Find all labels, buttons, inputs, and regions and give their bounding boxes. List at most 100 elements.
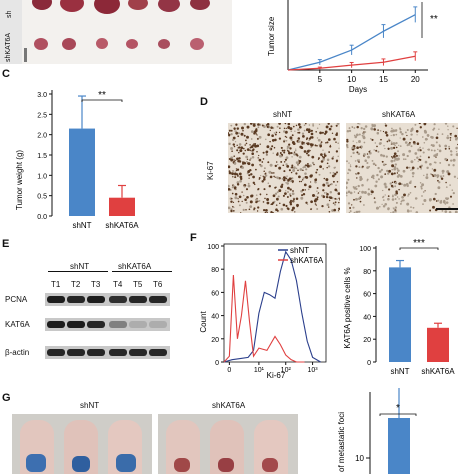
ihc-cell	[273, 146, 276, 149]
ihc-cell	[447, 163, 451, 167]
ihc-cell	[266, 198, 270, 201]
ihc-cell	[252, 148, 255, 151]
ihc-cell	[421, 136, 424, 138]
ihc-cell	[252, 181, 255, 184]
ihc-cell	[279, 152, 282, 154]
ihc-cell	[280, 146, 283, 149]
ihc-cell	[309, 181, 312, 183]
ihc-cell	[308, 124, 311, 126]
ihc-cell	[322, 156, 326, 159]
bar-shNT	[69, 128, 95, 216]
ihc-cell	[258, 177, 261, 179]
ihc-cell	[280, 160, 283, 163]
ihc-cell	[364, 159, 367, 162]
blot-band-PCNA-T2	[67, 296, 85, 303]
ihc-cell	[300, 146, 304, 150]
ihc-cell	[391, 195, 394, 198]
ihc-cell	[319, 142, 323, 146]
ihc-cell	[273, 200, 276, 203]
ihc-cell	[424, 160, 428, 164]
ihc-cell	[453, 175, 457, 178]
ihc-cell	[243, 123, 246, 126]
ihc-cell	[410, 145, 413, 148]
ihc-cell	[384, 123, 386, 125]
ihc-cell	[239, 177, 243, 181]
panel-g-label: G	[2, 392, 11, 404]
ihc-cell	[336, 132, 338, 135]
ihc-cell	[366, 161, 369, 165]
legend-shkat6a: shKAT6A	[290, 256, 324, 265]
ihc-cell	[402, 169, 406, 173]
ihc-cell	[362, 132, 365, 135]
ihc-cell	[366, 153, 369, 155]
ihc-cell	[298, 125, 302, 129]
ihc-cell	[337, 142, 339, 144]
ihc-cell	[316, 208, 319, 210]
ihc-cell	[380, 175, 384, 179]
ihc-cell	[273, 132, 276, 134]
ihc-cell	[293, 166, 296, 170]
ihc-cell	[378, 142, 382, 145]
ihc-cell	[257, 200, 259, 203]
ihc-cell	[435, 153, 439, 157]
ihc-cell	[377, 150, 380, 153]
ihc-cell	[230, 158, 233, 161]
ihc-cell	[311, 155, 315, 159]
ihc-cell	[257, 188, 260, 191]
ihc-cell	[263, 209, 266, 212]
ihc-cell	[449, 195, 453, 198]
ihc-cell	[228, 171, 232, 175]
ihc-cell	[410, 169, 412, 171]
ihc-cell	[249, 205, 253, 208]
ihc-cell	[390, 141, 393, 143]
ihc-cell	[289, 136, 293, 140]
ihc-cell	[262, 158, 265, 160]
ihc-cell	[279, 154, 282, 158]
ihc-cell	[274, 176, 276, 178]
ihc-cell	[256, 150, 258, 153]
ihc-cell	[315, 195, 317, 197]
ihc-cell	[385, 163, 387, 165]
ihc-cell	[321, 204, 324, 208]
panel-d-col2: shKAT6A	[382, 110, 416, 119]
ihc-cell	[405, 183, 409, 186]
ihc-cell	[404, 158, 407, 161]
ihc-cell	[346, 195, 348, 197]
ihc-cell	[258, 135, 262, 139]
ihc-cell	[337, 192, 340, 195]
ihc-cell	[381, 160, 384, 163]
ihc-cell	[346, 186, 348, 189]
ihc-cell	[359, 146, 362, 149]
ihc-cell	[444, 210, 448, 213]
ytick-label: 3.0	[37, 92, 47, 99]
ihc-cell	[446, 197, 450, 200]
ihc-cell	[266, 145, 270, 149]
ihc-cell	[419, 146, 421, 149]
ihc-cell	[256, 137, 259, 140]
ihc-cell	[288, 143, 291, 146]
ihc-cell	[414, 197, 418, 200]
ihc-cell	[382, 154, 386, 158]
ytick-label: 40	[211, 314, 219, 321]
ihc-cell	[243, 185, 246, 188]
ihc-cell	[275, 208, 278, 212]
ihc-cell	[253, 208, 255, 211]
ihc-cell	[238, 172, 242, 176]
tumor-shnt-1	[32, 0, 52, 10]
ihc-cell	[430, 135, 433, 139]
panel-g-ytick: 10	[355, 454, 364, 463]
ihc-cell	[435, 200, 438, 202]
panel-g-significance: *	[396, 403, 400, 414]
organ-2	[218, 458, 234, 472]
ihc-cell	[334, 188, 338, 192]
panel-b-xticks: 5 10 15 20	[318, 70, 420, 84]
ihc-cell	[445, 197, 448, 200]
ihc-cell	[324, 154, 327, 157]
ihc-cell	[412, 175, 414, 178]
ihc-cell	[292, 142, 296, 146]
ihc-cell	[377, 129, 379, 131]
ihc-cell	[295, 124, 298, 127]
mice-photo-shkat6a	[158, 414, 298, 474]
ihc-cell	[232, 170, 234, 172]
ihc-cell	[449, 150, 453, 153]
